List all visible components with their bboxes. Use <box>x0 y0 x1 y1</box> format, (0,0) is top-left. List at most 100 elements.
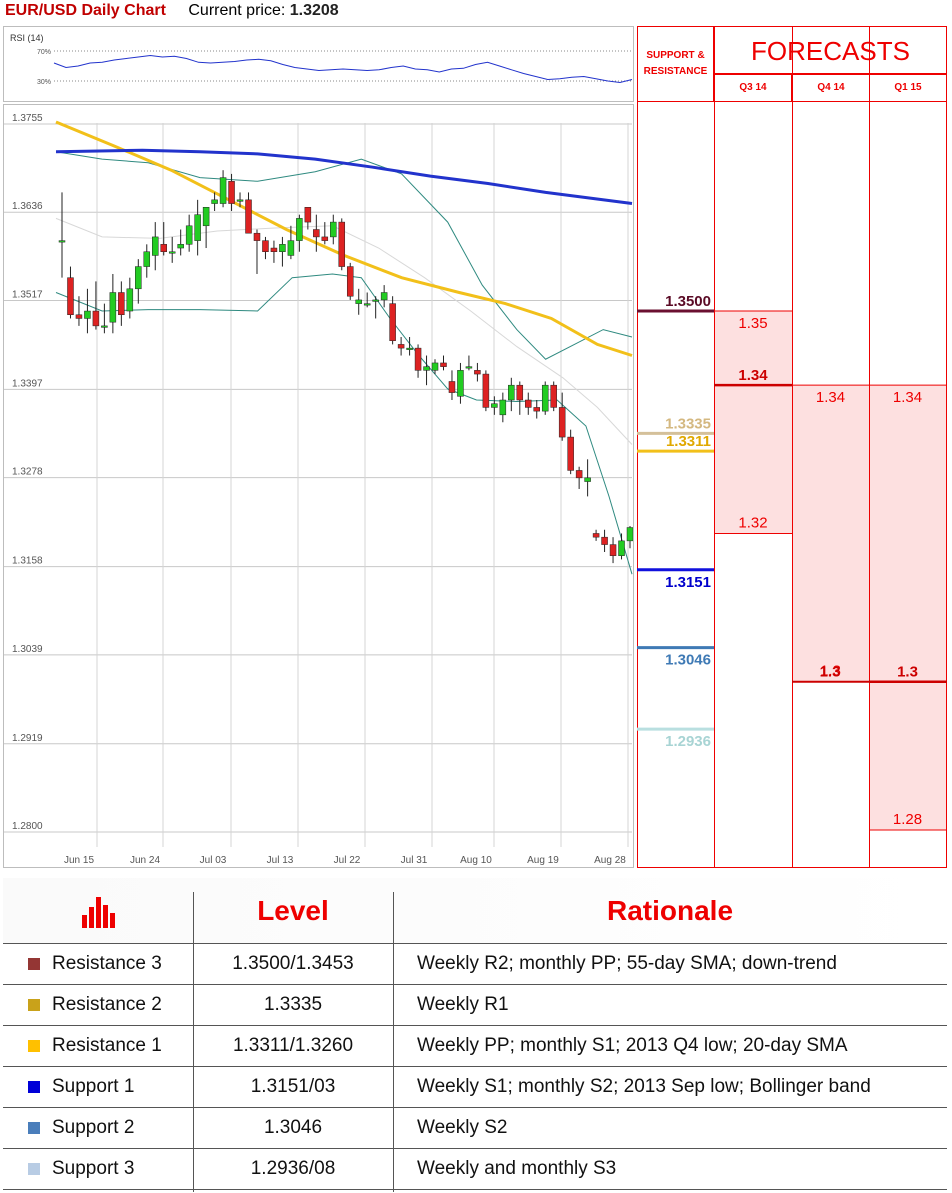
sma55-line <box>55 120 633 357</box>
forecast-panel: SUPPORT & RESISTANCE FORECASTS Q3 14 Q4 1… <box>637 26 947 868</box>
candle-body <box>109 292 117 323</box>
candle-body <box>525 399 532 408</box>
forecast-mid-label: 1.3 <box>897 664 918 681</box>
level-value-cell: 1.3335 <box>263 994 323 1015</box>
level-value-cell: 1.3311/1.3260 <box>232 1035 354 1056</box>
y-tick-label: 1.3397 <box>12 378 43 389</box>
chart-title-bar: EUR/USD Daily Chart Current price: 1.320… <box>5 2 339 20</box>
forecast-high-label: 1.34 <box>893 389 922 406</box>
forecast-high-label: 1.35 <box>738 315 767 332</box>
rationale-cell: Weekly R1 <box>417 994 509 1015</box>
candle-body <box>363 303 371 306</box>
y-tick-label: 1.3278 <box>12 467 43 478</box>
candle-body <box>143 251 151 267</box>
y-tick-label: 1.3517 <box>12 289 43 300</box>
x-tick-label: Aug 19 <box>527 855 559 866</box>
sr-level-label: 1.3311 <box>666 433 711 450</box>
sma20-line <box>55 217 633 445</box>
rsi-series-line <box>53 54 633 84</box>
candle-body <box>601 536 608 545</box>
rsi-label: RSI (14) <box>10 33 44 43</box>
sr-level-label: 1.3046 <box>665 652 711 669</box>
candle-body <box>211 199 218 204</box>
table-row: Resistance 3 1.3500/1.3453 Weekly R2; mont… <box>3 944 947 985</box>
sr-title-line2: RESISTANCE <box>643 66 708 77</box>
candle-body <box>575 470 583 479</box>
current-price-value: 1.3208 <box>289 2 339 19</box>
candle-body <box>499 399 507 416</box>
level-name-cell: Support 3 <box>3 1149 193 1189</box>
levels-table: Level Rationale Resistance 3 1.3500/1.345… <box>0 878 952 1193</box>
candle-body <box>245 199 252 234</box>
candle-body <box>474 370 481 375</box>
candle-body <box>372 299 379 302</box>
candle-body <box>287 240 295 256</box>
candle-body <box>135 266 142 290</box>
y-tick-label: 1.2919 <box>12 733 43 744</box>
sr-level-label: 1.3151 <box>665 574 711 591</box>
forecast-columns: 1.351.321.341.341.31.341.281.31.31.35001… <box>637 26 947 868</box>
table-row: Support 1 1.3151/03 Weekly S1; monthly S2;… <box>3 1067 947 1108</box>
forecasts-title: FORECASTS <box>714 26 947 74</box>
level-color-swatch <box>28 1040 40 1052</box>
candle-body <box>92 310 100 327</box>
candle-body <box>126 288 134 312</box>
candle-body <box>118 292 125 316</box>
level-color-swatch <box>28 1163 40 1175</box>
candle-body <box>219 177 227 204</box>
candle-body <box>448 381 456 393</box>
level-color-swatch <box>28 1081 40 1093</box>
price-plot: 1.3755 1.3636 1.3517 1.3397 1.3278 1.3158 1.30… <box>4 113 634 866</box>
candle-body <box>160 244 167 252</box>
rationale-cell: Weekly PP; monthly S1; 2013 Q4 low; 20-d… <box>417 1035 848 1056</box>
level-value-cell: 1.3500/1.3453 <box>232 953 354 974</box>
chart-title: EUR/USD Daily Chart <box>5 2 166 19</box>
level-name-cell: Resistance 2 <box>3 985 193 1025</box>
candle-body <box>253 232 261 241</box>
candle-body <box>465 366 473 369</box>
rsi-30-label: 30% <box>37 79 51 86</box>
sma200-line <box>55 148 633 205</box>
forecast-low-label: 1.28 <box>893 811 922 828</box>
x-tick-label: Jul 13 <box>267 855 294 866</box>
candle-body <box>397 344 405 349</box>
forecast-range-box <box>715 311 792 534</box>
candle-body <box>279 244 286 252</box>
candle-body <box>508 384 515 401</box>
candle-body <box>58 240 66 243</box>
candle-body <box>482 373 490 408</box>
candle-body <box>406 347 413 350</box>
level-color-swatch <box>28 999 40 1011</box>
table-divider-1 <box>193 892 194 1192</box>
candle-body <box>270 247 278 252</box>
candle-body <box>185 225 193 245</box>
forecast-range-box <box>870 385 946 830</box>
candle-body <box>457 370 464 397</box>
current-price-label: Current price: <box>188 2 286 19</box>
x-tick-label: Aug 28 <box>594 855 626 866</box>
candle-body <box>431 362 439 371</box>
candle-body <box>338 221 346 267</box>
x-tick-label: Aug 10 <box>460 855 492 866</box>
y-tick-label: 1.3755 <box>12 113 43 124</box>
forecast-q4-1-3-label: 1.3 <box>820 664 841 681</box>
candle-body <box>380 292 388 301</box>
level-name: Support 3 <box>52 1158 135 1179</box>
rationale-cell: Weekly R2; monthly PP; 55-day SMA; down-… <box>417 953 837 974</box>
x-tick-label: Jul 03 <box>200 855 227 866</box>
level-color-swatch <box>28 958 40 970</box>
rationale-cell: Weekly S1; monthly S2; 2013 Sep low; Bol… <box>417 1076 871 1097</box>
candle-body <box>194 214 201 241</box>
level-name: Resistance 3 <box>52 953 162 974</box>
candle-body <box>618 540 625 556</box>
sr-title-line1: SUPPORT & <box>646 50 705 61</box>
bollinger-lower-line <box>55 273 633 575</box>
candle-body <box>168 251 176 254</box>
y-tick-label: 1.3158 <box>12 556 43 567</box>
level-name-cell: Resistance 1 <box>3 1026 193 1066</box>
rsi-70-label: 70% <box>37 49 51 56</box>
level-name: Support 1 <box>52 1076 135 1097</box>
y-tick-label: 1.2800 <box>12 821 43 832</box>
rationale-cell: Weekly and monthly S3 <box>417 1158 617 1179</box>
x-tick-label: Jul 22 <box>334 855 361 866</box>
